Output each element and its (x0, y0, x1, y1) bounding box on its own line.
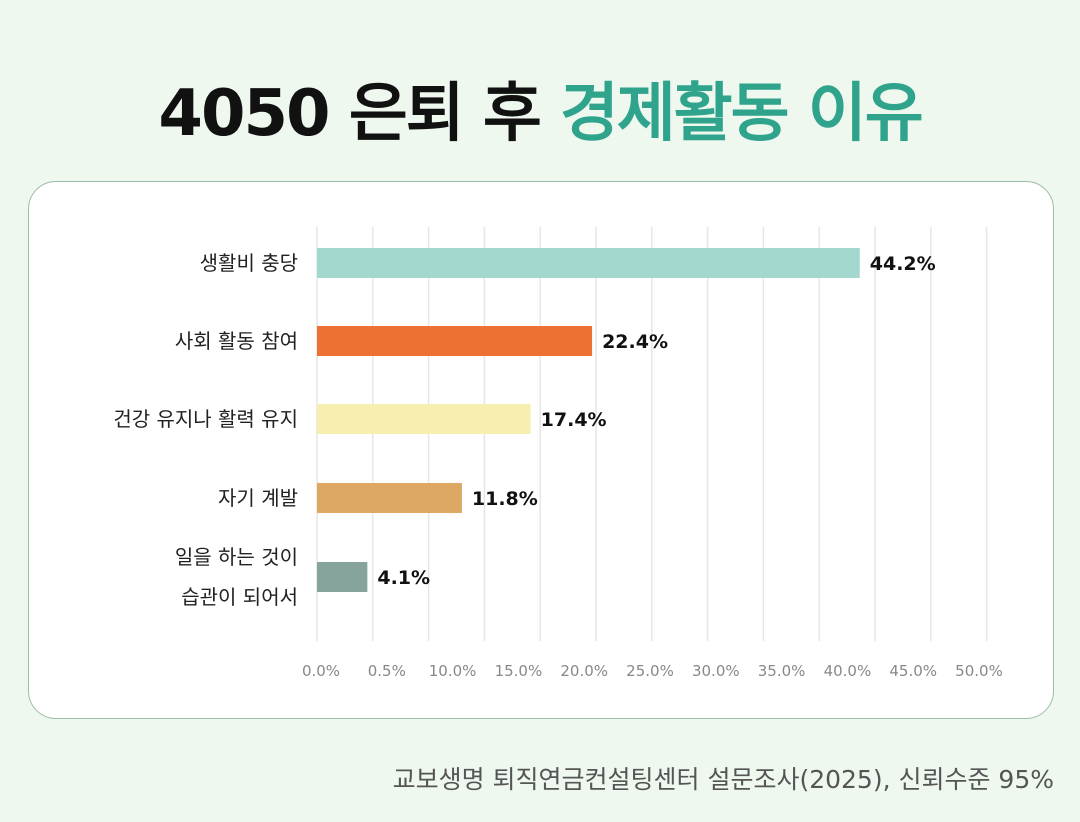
category-label: 생활비 충당 (200, 251, 298, 275)
bar (317, 483, 462, 513)
x-tick-label: 0.0% (302, 662, 340, 680)
data-label: 11.8% (472, 488, 538, 510)
source-note: 교보생명 퇴직연금컨설팅센터 설문조사(2025), 신뢰수준 95% (392, 765, 1054, 794)
data-label: 4.1% (377, 567, 430, 589)
x-tick-label: 50.0% (955, 662, 1003, 680)
data-label: 44.2% (870, 253, 936, 275)
title-part1: 4050 은퇴 후 (158, 77, 561, 151)
x-tick-label: 10.0% (429, 662, 477, 680)
title-highlight: 경제활동 이유 (560, 77, 924, 151)
data-label: 22.4% (602, 331, 668, 353)
category-label: 건강 유지나 활력 유지 (113, 407, 298, 431)
bar (317, 326, 593, 356)
x-tick-label: 40.0% (824, 662, 872, 680)
bar (317, 562, 368, 592)
category-label: 일을 하는 것이 (175, 545, 298, 569)
category-label: 사회 활동 참여 (175, 329, 298, 353)
x-tick-label: 25.0% (626, 662, 674, 680)
x-tick-label: 0.5% (368, 662, 406, 680)
page-title: 4050 은퇴 후 경제활동 이유 (0, 62, 1080, 154)
bar (317, 248, 860, 278)
bar (317, 404, 531, 434)
chart-card: 0.0% 0.5% 10.0% 15.0% 20.0% 25.0% 30.0% 35.0% 40… (28, 181, 1054, 719)
x-tick-label: 30.0% (692, 662, 740, 680)
x-tick-label: 45.0% (889, 662, 937, 680)
data-label: 17.4% (541, 409, 607, 431)
bar-chart: 0.0% 0.5% 10.0% 15.0% 20.0% 25.0% 30.0% 35.0% 40… (113, 227, 1003, 680)
x-tick-label: 20.0% (560, 662, 608, 680)
x-tick-label: 35.0% (758, 662, 806, 680)
x-tick-label: 15.0% (495, 662, 543, 680)
category-label: 습관이 되어서 (181, 585, 298, 609)
category-label: 자기 계발 (218, 486, 298, 510)
